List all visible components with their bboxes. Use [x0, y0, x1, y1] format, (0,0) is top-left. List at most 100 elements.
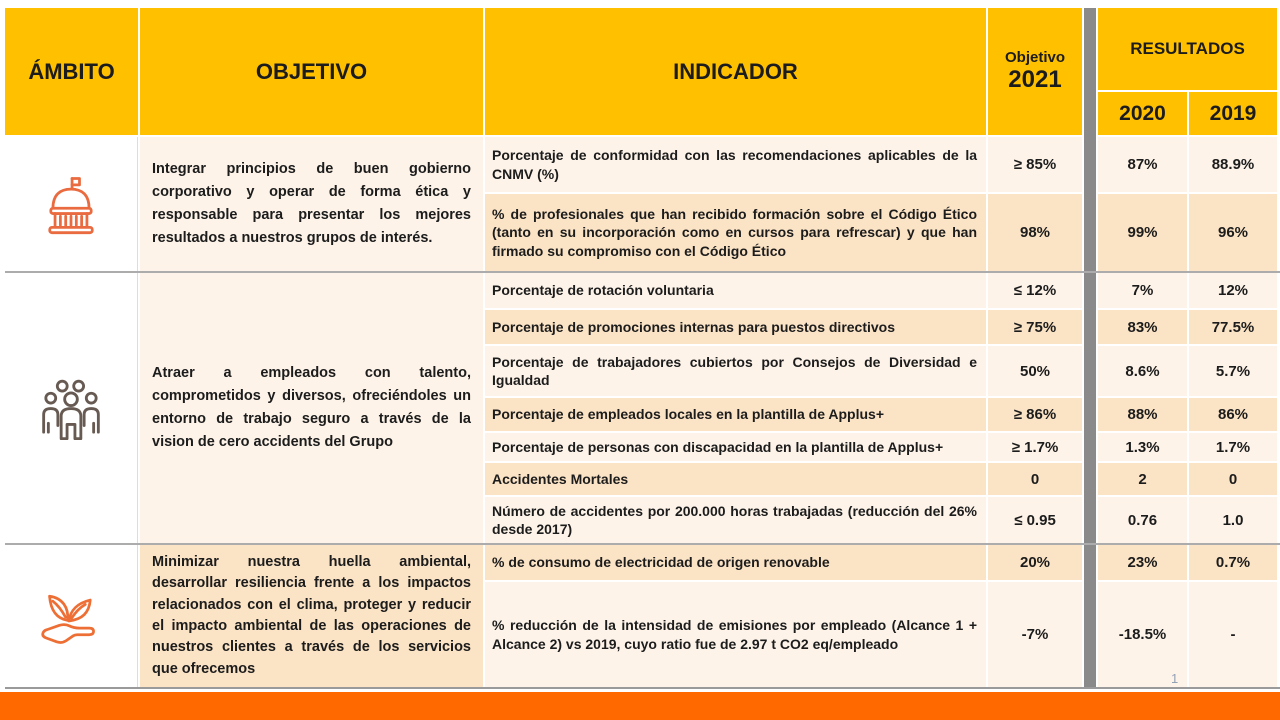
- result-2019-value: 12%: [1217, 282, 1249, 299]
- target-cell: ≤ 12%: [988, 273, 1082, 308]
- result-2019-cell: 88.9%: [1189, 137, 1277, 192]
- indicator-text: % reducción de la intensidad de emisione…: [492, 617, 977, 652]
- target-cell: ≤ 0.95: [988, 497, 1082, 543]
- result-2019-value: -: [1230, 626, 1236, 643]
- target-value: 98%: [1019, 224, 1051, 241]
- result-2020-value: -18.5%: [1118, 626, 1167, 643]
- result-2020-cell: 1.3%: [1098, 433, 1187, 461]
- result-2020-cell: 87%: [1098, 137, 1187, 192]
- group2-objective-text: Atraer a empleados con talento, comprome…: [152, 364, 471, 451]
- indicator-cell: % reducción de la intensidad de emisione…: [485, 582, 986, 687]
- result-2020-value: 88%: [1127, 406, 1158, 423]
- indicator-cell: % de profesionales que han recibido form…: [485, 194, 986, 271]
- indicator-cell: Accidentes Mortales: [485, 463, 986, 495]
- target-cell: ≥ 86%: [988, 398, 1082, 431]
- result-2019-cell: 0: [1189, 463, 1277, 495]
- result-2020-value: 0.76: [1127, 511, 1158, 529]
- result-2020-value: 87%: [1127, 156, 1158, 173]
- result-2020-cell: 2: [1098, 463, 1187, 495]
- result-2019-value: 96%: [1217, 224, 1249, 241]
- target-cell: 0: [988, 463, 1082, 495]
- result-2019-cell: 1.0: [1189, 497, 1277, 543]
- indicator-cell: Porcentaje de rotación voluntaria: [485, 273, 986, 308]
- footer-bar: [0, 692, 1280, 720]
- result-2020-value: 8.6%: [1125, 362, 1160, 380]
- target-value: ≥ 1.7%: [1011, 438, 1059, 456]
- indicator-cell: Porcentaje de promociones internas para …: [485, 310, 986, 344]
- result-2020-cell: 88%: [1098, 398, 1187, 431]
- target-value: -7%: [1021, 626, 1049, 643]
- indicator-cell: Porcentaje de personas con discapacidad …: [485, 433, 986, 461]
- result-2020-cell: -18.5%: [1098, 582, 1187, 687]
- header-indicador-cell: INDICADOR: [485, 8, 986, 135]
- header-2019-cell: 2019: [1189, 92, 1277, 135]
- indicator-text: Porcentaje de trabajadores cubiertos por…: [492, 353, 977, 388]
- group-separator-line: [5, 271, 1280, 273]
- result-2020-cell: 99%: [1098, 194, 1187, 271]
- header-objetivo-cell: OBJETIVO: [140, 8, 483, 135]
- target-cell: 20%: [988, 545, 1082, 580]
- result-2020-value: 7%: [1131, 282, 1154, 299]
- result-2020-cell: 83%: [1098, 310, 1187, 344]
- group3-objective-text: Minimizar nuestra huella ambiental, desa…: [152, 553, 471, 677]
- target-cell: ≥ 75%: [988, 310, 1082, 344]
- result-2020-value: 2: [1138, 470, 1147, 488]
- header-objetivo-label: OBJETIVO: [255, 58, 368, 84]
- header-resultados-cell: RESULTADOS: [1098, 8, 1277, 90]
- indicator-cell: Porcentaje de trabajadores cubiertos por…: [485, 346, 986, 396]
- result-2020-cell: 23%: [1098, 545, 1187, 580]
- government-building-icon: [37, 172, 105, 236]
- header-2020-label: 2020: [1119, 101, 1166, 125]
- header-indicador-label: INDICADOR: [673, 58, 798, 84]
- indicator-text: Accidentes Mortales: [492, 470, 629, 487]
- group-separator-line: [5, 543, 1280, 545]
- result-2019-value: 5.7%: [1215, 362, 1251, 380]
- indicator-cell: Porcentaje de empleados locales en la pl…: [485, 398, 986, 431]
- result-2019-cell: -: [1189, 582, 1277, 687]
- result-2019-cell: 77.5%: [1189, 310, 1277, 344]
- indicator-text: Porcentaje de promociones internas para …: [492, 318, 896, 335]
- group3-objective-cell: Minimizar nuestra huella ambiental, desa…: [140, 545, 483, 687]
- target-value: ≤ 0.95: [1014, 511, 1056, 529]
- hand-holding-leaves-icon: [35, 583, 107, 649]
- target-value: ≥ 85%: [1013, 156, 1057, 173]
- result-2020-value: 1.3%: [1125, 438, 1160, 456]
- target-value: ≤ 12%: [1013, 282, 1057, 299]
- result-2020-cell: 0.76: [1098, 497, 1187, 543]
- group1-ambito-cell: [5, 137, 138, 271]
- result-2020-value: 23%: [1127, 554, 1158, 571]
- header-resultados-label: RESULTADOS: [1130, 39, 1245, 58]
- result-2019-value: 1.7%: [1215, 438, 1251, 456]
- indicator-text: Porcentaje de personas con discapacidad …: [492, 438, 944, 455]
- people-group-icon: [36, 375, 106, 441]
- target-value: 0: [1030, 470, 1040, 488]
- table-bottom-line: [5, 687, 1280, 689]
- header-ambito-label: ÁMBITO: [28, 58, 115, 84]
- result-2019-value: 86%: [1217, 406, 1249, 423]
- indicator-cell: Número de accidentes por 200.000 horas t…: [485, 497, 986, 543]
- target-cell: ≥ 85%: [988, 137, 1082, 192]
- result-2019-value: 0.7%: [1215, 554, 1251, 571]
- page-number: 1: [1171, 671, 1179, 686]
- group3-ambito-cell: [5, 545, 138, 687]
- result-2019-value: 0: [1228, 470, 1238, 488]
- result-2019-cell: 86%: [1189, 398, 1277, 431]
- header-2019-label: 2019: [1209, 101, 1257, 125]
- result-2019-cell: 0.7%: [1189, 545, 1277, 580]
- result-2020-value: 99%: [1127, 224, 1158, 241]
- result-2019-cell: 1.7%: [1189, 433, 1277, 461]
- target-value: 50%: [1019, 362, 1051, 380]
- result-2019-value: 1.0: [1222, 511, 1244, 529]
- result-2019-value: 77.5%: [1211, 318, 1255, 336]
- result-2020-cell: 7%: [1098, 273, 1187, 308]
- indicator-cell: Porcentaje de conformidad con las recome…: [485, 137, 986, 192]
- header-2020-cell: 2020: [1098, 92, 1187, 135]
- target-cell: -7%: [988, 582, 1082, 687]
- header-objetivo-2021-label: Objetivo: [1004, 49, 1065, 67]
- result-2019-cell: 5.7%: [1189, 346, 1277, 396]
- result-2019-cell: 96%: [1189, 194, 1277, 271]
- target-cell: 98%: [988, 194, 1082, 271]
- indicator-text: Porcentaje de empleados locales en la pl…: [492, 406, 884, 423]
- indicator-text: Porcentaje de conformidad con las recome…: [492, 147, 977, 182]
- group2-objective-cell: Atraer a empleados con talento, comprome…: [140, 273, 483, 543]
